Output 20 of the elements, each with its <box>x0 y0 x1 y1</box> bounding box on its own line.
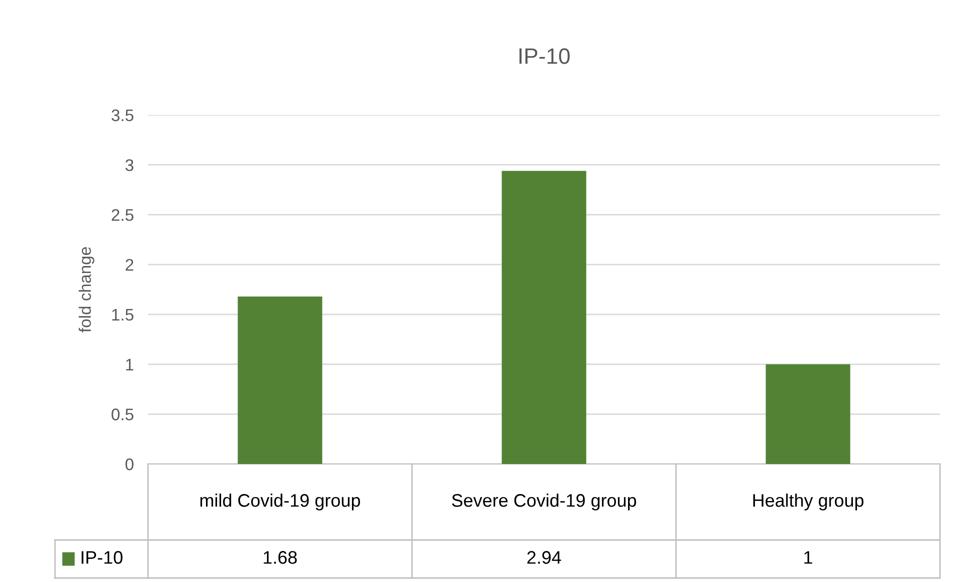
y-tick-label: 3.5 <box>112 109 134 122</box>
x-tick-label: mild Covid-19 group <box>200 494 360 510</box>
data-label: 2.94 <box>527 551 562 564</box>
legend-label: IP-10 <box>82 551 122 564</box>
y-tick-label: 0 <box>125 458 134 470</box>
bar <box>502 170 586 464</box>
x-tick-label: Healthy group <box>753 494 864 510</box>
data-label: 1.68 <box>264 551 297 564</box>
y-tick-label: 1 <box>126 358 134 370</box>
y-tick-label: 2.5 <box>112 209 134 221</box>
bar <box>766 364 850 464</box>
x-tick-label: Severe Covid-19 group <box>452 494 636 510</box>
y-tick-label: 3 <box>125 159 134 172</box>
data-label: 1 <box>804 551 812 564</box>
y-tick-label: 1.5 <box>112 309 134 321</box>
chart-title: IP-10 <box>519 48 570 64</box>
y-axis-title: fold change <box>78 247 94 332</box>
y-tick-label: 0.5 <box>112 408 134 420</box>
bar <box>238 296 322 464</box>
y-tick-label: 2 <box>126 258 134 271</box>
